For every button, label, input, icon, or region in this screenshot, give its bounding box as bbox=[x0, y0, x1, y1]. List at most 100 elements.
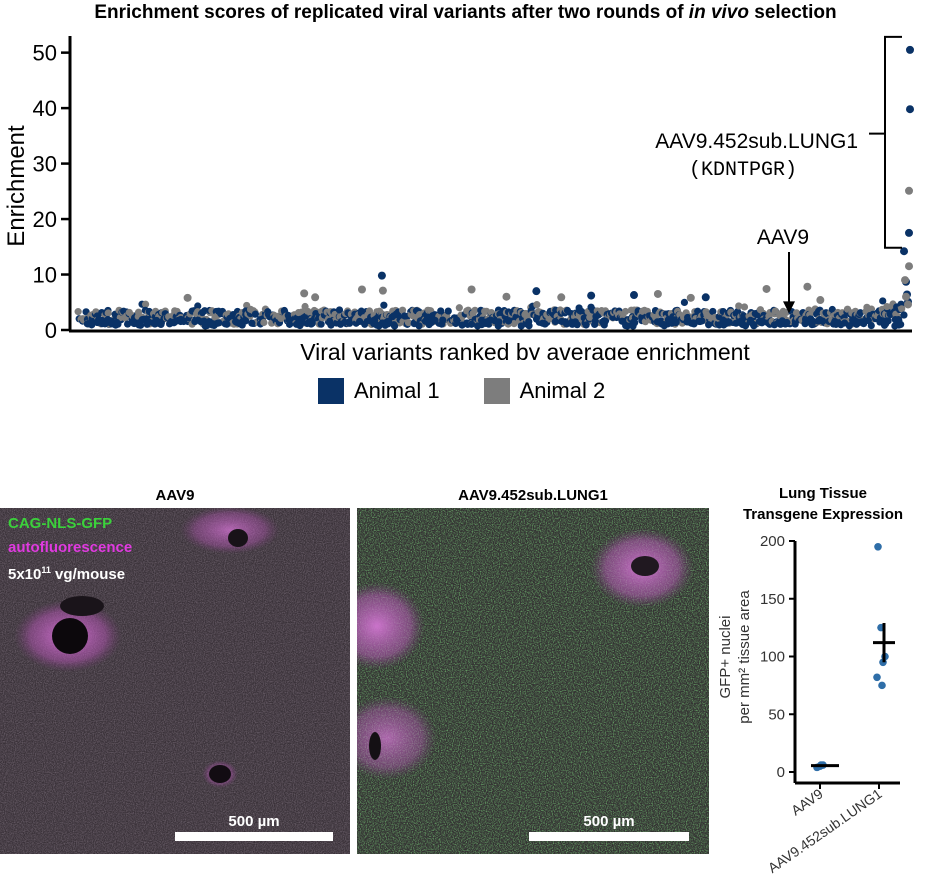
lung1-sequence: (KDNTPGR) bbox=[689, 159, 797, 182]
variant-point bbox=[307, 317, 315, 326]
legend: Animal 1 Animal 2 bbox=[318, 378, 605, 404]
animal2-point bbox=[183, 293, 192, 302]
sample-point bbox=[879, 658, 887, 667]
variant-point bbox=[93, 318, 101, 327]
y-tick-label: 50 bbox=[33, 41, 57, 66]
variant-point bbox=[471, 306, 479, 314]
variant-point bbox=[194, 302, 202, 310]
animal1-point bbox=[701, 293, 710, 302]
variant-point bbox=[852, 319, 861, 327]
variant-point bbox=[898, 305, 906, 313]
lung-chart-title: Lung Tissue Transgene Expression bbox=[742, 485, 904, 523]
variant-point bbox=[541, 320, 549, 328]
variant-point bbox=[696, 317, 704, 326]
variant-point bbox=[621, 307, 630, 316]
micrograph-title-lung1: AAV9.452sub.LUNG1 bbox=[458, 487, 608, 504]
variant-point bbox=[725, 318, 733, 326]
variant-point bbox=[438, 320, 446, 328]
variant-point bbox=[689, 319, 697, 327]
variant-point bbox=[525, 322, 533, 330]
variant-point bbox=[380, 301, 388, 309]
legend-item-animal2: Animal 2 bbox=[483, 378, 605, 404]
x-tick-label: AAV9 bbox=[788, 785, 826, 818]
variant-point bbox=[415, 322, 423, 330]
aav9-annotation: AAV9 bbox=[757, 226, 809, 314]
y-tick-label: 200 bbox=[760, 533, 785, 550]
variant-point bbox=[208, 321, 216, 329]
variant-point bbox=[578, 307, 586, 316]
variant-point bbox=[735, 302, 743, 310]
animal1-point bbox=[905, 228, 914, 237]
variant-point bbox=[658, 320, 666, 328]
y-tick-label: 40 bbox=[33, 96, 57, 121]
animal1-point bbox=[906, 45, 915, 54]
animal1-point bbox=[377, 271, 386, 280]
variant-point bbox=[453, 316, 461, 324]
variant-point bbox=[336, 320, 345, 328]
animal2-point bbox=[653, 289, 662, 298]
variant-point bbox=[705, 321, 713, 329]
animal2-point bbox=[901, 276, 910, 285]
variant-point bbox=[142, 300, 150, 308]
variant-point bbox=[487, 316, 495, 324]
variant-point bbox=[152, 316, 161, 325]
variant-point bbox=[664, 316, 673, 324]
animal2-point bbox=[502, 292, 511, 301]
variant-point bbox=[296, 319, 304, 327]
scale-bar-label: 500 µm bbox=[583, 813, 635, 830]
variant-point bbox=[891, 322, 899, 330]
variant-point bbox=[375, 322, 383, 330]
variant-point bbox=[879, 297, 887, 305]
variant-point bbox=[845, 322, 853, 330]
scale-bar-label: 500 µm bbox=[228, 813, 280, 830]
variant-point bbox=[670, 316, 678, 324]
variant-point bbox=[478, 321, 486, 329]
variant-point bbox=[381, 321, 389, 329]
scale-bar bbox=[529, 832, 689, 841]
animal2-point bbox=[902, 292, 911, 301]
variant-point bbox=[834, 319, 842, 327]
variant-point bbox=[561, 318, 569, 326]
variant-point bbox=[791, 320, 799, 328]
variant-point bbox=[802, 316, 810, 324]
legend-label: Animal 1 bbox=[354, 378, 440, 403]
animal1-point bbox=[587, 291, 596, 300]
variant-point bbox=[327, 321, 335, 329]
variant-point bbox=[197, 318, 205, 326]
variant-point bbox=[680, 298, 689, 307]
variant-point bbox=[814, 317, 822, 325]
variant-point bbox=[458, 321, 466, 329]
scale-bar bbox=[175, 832, 333, 841]
animal1-point bbox=[532, 287, 541, 296]
animal2-point bbox=[557, 293, 566, 302]
animal1-point bbox=[630, 291, 638, 300]
highlight-points bbox=[183, 45, 915, 309]
variant-point bbox=[758, 319, 766, 327]
variant-point bbox=[237, 319, 245, 327]
variant-point bbox=[136, 318, 144, 326]
variant-point bbox=[571, 318, 579, 326]
legend-item-animal1: Animal 1 bbox=[318, 378, 440, 404]
variant-point bbox=[317, 320, 325, 328]
y-tick-label: 0 bbox=[777, 764, 785, 781]
variant-point bbox=[371, 316, 379, 324]
animal2-point bbox=[803, 282, 812, 291]
sample-point bbox=[873, 673, 881, 682]
micrograph-lung1: 500 µm bbox=[357, 508, 709, 854]
variant-point bbox=[778, 317, 786, 325]
variant-point bbox=[260, 318, 268, 327]
variant-point bbox=[623, 322, 632, 330]
y-tick-label: 20 bbox=[33, 207, 57, 232]
animal2-point bbox=[762, 284, 771, 293]
variant-point bbox=[221, 320, 229, 328]
label-dose: 5x1011 vg/mouse bbox=[8, 565, 126, 583]
animal2-point bbox=[816, 296, 825, 305]
variant-point bbox=[738, 320, 747, 329]
enrichment-scatter-chart: 0 10 20 30 40 50 Enrichment Viral variants ra… bbox=[3, 35, 915, 360]
variant-point bbox=[251, 310, 260, 318]
variant-point bbox=[177, 315, 185, 324]
legend-swatch bbox=[318, 378, 344, 404]
sample-point bbox=[816, 762, 824, 771]
variant-point bbox=[444, 307, 452, 315]
variant-point bbox=[455, 304, 463, 312]
